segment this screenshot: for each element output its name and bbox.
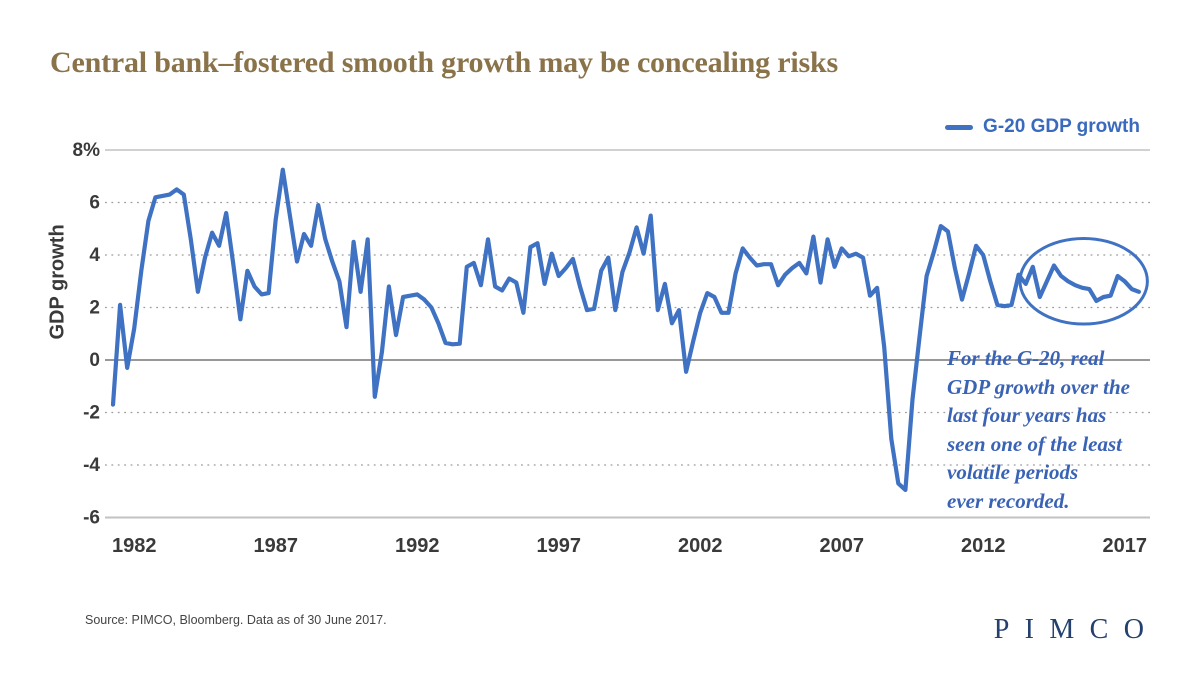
x-tick-label: 1987	[253, 535, 298, 557]
annotation-line: For the G-20, real	[947, 346, 1105, 370]
annotation-text: For the G-20, real GDP growth over the l…	[947, 344, 1177, 515]
x-tick-label: 2012	[961, 535, 1006, 557]
annotation-line: volatile periods	[947, 460, 1079, 484]
y-tick-label: 6	[89, 193, 100, 214]
gdp-growth-line	[110, 167, 1142, 492]
legend-label: G-20 GDP growth	[983, 116, 1140, 137]
source-note: Source: PIMCO, Bloomberg. Data as of 30 …	[85, 613, 387, 627]
annotation-line: seen one of the least	[947, 431, 1122, 456]
y-tick-label: -4	[83, 455, 100, 476]
pimco-logo: PIMCO	[993, 614, 1160, 645]
x-tick-label: 1982	[112, 535, 157, 557]
x-tick-label: 2002	[678, 535, 723, 557]
y-axis-title: GDP growth	[46, 224, 69, 340]
y-tick-label: 0	[89, 350, 100, 371]
x-tick-label: 1997	[536, 535, 581, 557]
low-volatility-circle-annotation	[1018, 236, 1149, 326]
annotation-line: GDP growth over the	[947, 374, 1130, 399]
annotation-line: last four years has	[947, 403, 1107, 427]
legend: G-20 GDP growth	[945, 116, 1140, 138]
y-tick-label: -2	[83, 403, 100, 424]
y-tick-label: 2	[89, 298, 100, 319]
x-tick-label: 2007	[819, 535, 864, 557]
y-tick-label: 8%	[73, 140, 101, 161]
legend-line-swatch	[945, 124, 974, 130]
y-tick-label: -6	[83, 508, 100, 529]
chart-title: Central bank–fostered smooth growth may …	[50, 46, 838, 79]
x-tick-label: 2017	[1102, 535, 1147, 557]
x-tick-label: 1992	[395, 535, 440, 557]
y-tick-label: 4	[89, 245, 100, 266]
annotation-line: ever recorded.	[947, 488, 1070, 513]
